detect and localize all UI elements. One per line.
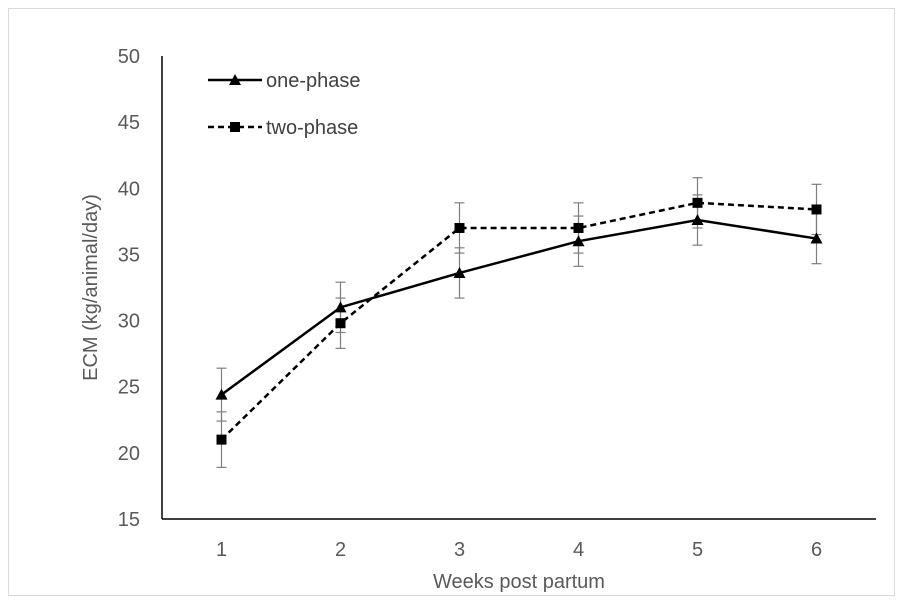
data-point-square bbox=[454, 222, 465, 233]
data-point-triangle bbox=[334, 301, 347, 313]
y-tick-labels: 15 20 25 30 35 40 45 50 bbox=[118, 46, 140, 531]
legend-marker-triangle bbox=[229, 74, 241, 85]
legend-marker-square bbox=[230, 122, 240, 132]
series-markers bbox=[215, 197, 823, 445]
y-tick-label: 20 bbox=[118, 443, 140, 465]
x-tick-label: 3 bbox=[454, 539, 465, 561]
data-point-triangle bbox=[810, 232, 823, 244]
y-tick-label: 50 bbox=[118, 46, 140, 68]
data-point-square bbox=[811, 204, 822, 215]
data-point-triangle bbox=[215, 388, 228, 400]
x-tick-label: 6 bbox=[811, 539, 822, 561]
y-axis-title: ECM (kg/animal/day) bbox=[80, 194, 102, 381]
y-tick-label: 40 bbox=[118, 178, 140, 200]
x-tick-label: 5 bbox=[692, 539, 703, 561]
y-tick-label: 30 bbox=[118, 311, 140, 333]
y-tick-label: 35 bbox=[118, 244, 140, 266]
legend-label: two-phase bbox=[266, 117, 358, 139]
data-point-triangle bbox=[691, 214, 704, 226]
series-lines bbox=[220, 201, 817, 441]
legend-label: one-phase bbox=[266, 70, 361, 92]
axes bbox=[161, 56, 876, 520]
data-point-square bbox=[573, 222, 584, 233]
legend-item: two-phase bbox=[208, 117, 358, 139]
y-tick-label: 45 bbox=[118, 112, 140, 134]
x-axis-title: Weeks post partum bbox=[433, 571, 605, 593]
data-point-triangle bbox=[572, 235, 585, 247]
data-point-square bbox=[216, 434, 227, 445]
x-tick-labels: 1 2 3 4 5 6 bbox=[216, 539, 822, 561]
y-tick-label: 25 bbox=[118, 377, 140, 399]
x-tick-label: 4 bbox=[573, 539, 584, 561]
series-line-two-phase bbox=[220, 201, 817, 441]
x-tick-label: 1 bbox=[216, 539, 227, 561]
y-tick-label: 15 bbox=[118, 509, 140, 531]
data-point-square bbox=[335, 318, 346, 329]
data-point-triangle bbox=[453, 266, 466, 278]
legend: one-phase two-phase bbox=[208, 70, 361, 139]
chart-frame bbox=[8, 8, 895, 596]
x-tick-label: 2 bbox=[335, 539, 346, 561]
data-point-square bbox=[692, 197, 703, 208]
error-bars bbox=[216, 177, 822, 469]
series-line-one-phase bbox=[220, 218, 817, 396]
legend-item: one-phase bbox=[208, 70, 361, 92]
